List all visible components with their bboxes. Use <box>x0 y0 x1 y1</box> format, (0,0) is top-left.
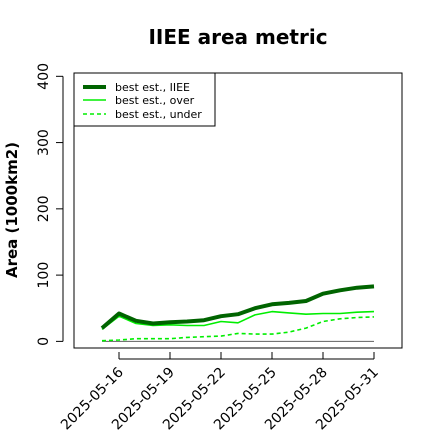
legend-box <box>73 72 216 127</box>
y-tick-label: 300 <box>36 129 52 156</box>
y-tick-label: 0 <box>36 337 52 346</box>
series-layer <box>100 284 375 342</box>
series-line-over <box>101 310 375 331</box>
chart-title: IIEE area metric <box>148 25 327 49</box>
legend-label-over: best est., over <box>115 94 195 107</box>
y-axis-label: Area (1000km2) <box>3 142 21 278</box>
y-tick-label: 200 <box>36 195 52 222</box>
legend: best est., IIEE best est., over best est… <box>73 72 216 127</box>
series-line-iiee <box>100 284 375 330</box>
y-tick-label: 100 <box>36 262 52 289</box>
series-line-under <box>101 316 375 342</box>
legend-label-iiee: best est., IIEE <box>115 81 190 94</box>
y-tick-label: 400 <box>36 63 52 90</box>
legend-label-under: best est., under <box>115 108 202 121</box>
plot-frame <box>73 72 403 349</box>
